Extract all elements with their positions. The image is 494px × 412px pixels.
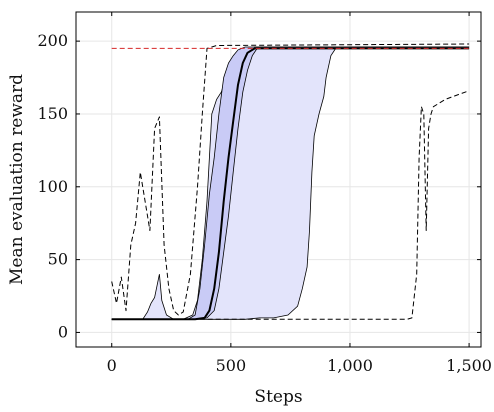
x-tick-label: 1,500 bbox=[446, 356, 492, 375]
x-tick-label: 500 bbox=[216, 356, 247, 375]
series-lines bbox=[111, 43, 470, 321]
y-tick-label: 200 bbox=[37, 31, 68, 50]
x-tick-label: 0 bbox=[107, 356, 117, 375]
inner-band-lower-edge bbox=[111, 48, 470, 320]
y-tick-label: 150 bbox=[37, 104, 68, 123]
x-ticks: 0 500 1,000 1,500 bbox=[107, 12, 492, 375]
x-axis-label: Steps bbox=[254, 387, 302, 407]
outer-band bbox=[111, 47, 470, 320]
y-tick-label: 50 bbox=[48, 250, 68, 269]
outer-band-lower-edge bbox=[111, 46, 470, 320]
y-axis-label: Mean evaluation reward bbox=[7, 74, 27, 285]
y-ticks: 0 50 100 150 200 bbox=[37, 31, 481, 341]
inner-band-upper-edge bbox=[111, 46, 470, 320]
median-line bbox=[111, 47, 470, 321]
plot-frame bbox=[75, 11, 482, 348]
x-tick-label: 1,000 bbox=[327, 356, 373, 375]
bands bbox=[111, 46, 470, 320]
min-line bbox=[111, 90, 470, 320]
max-line bbox=[111, 43, 470, 316]
y-tick-label: 0 bbox=[58, 322, 68, 341]
y-tick-label: 100 bbox=[37, 177, 68, 196]
